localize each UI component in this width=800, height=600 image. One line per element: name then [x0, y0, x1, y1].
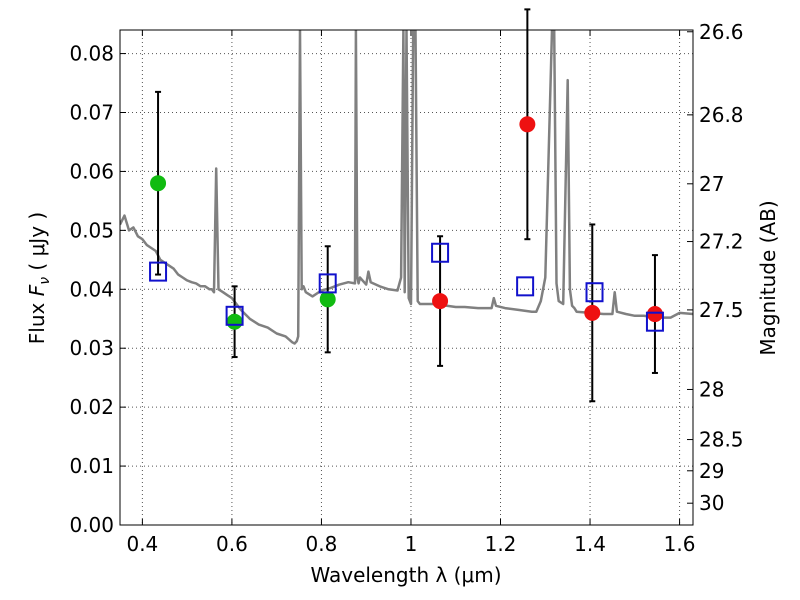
model-photometry-square: [431, 242, 450, 263]
y-tick-label: 0.07: [69, 101, 114, 125]
grid-layer: [120, 30, 693, 526]
red-data-point: [432, 293, 449, 310]
model-photometry-square: [516, 276, 535, 297]
model-photometry-square: [149, 261, 168, 282]
y2-tick-label: 26.8: [699, 103, 744, 127]
y2-axis-label: Magnitude (AB): [756, 200, 780, 355]
model-photometry-square: [585, 282, 604, 303]
spectrum-line: [120, 30, 693, 345]
x-tick-label: 1: [405, 532, 418, 556]
x-axis: 0.4 0.6 0.8 1 1.2 1.4 1.6: [126, 30, 695, 556]
green-data-point: [226, 313, 243, 330]
y2-tick-label: 27.2: [699, 230, 744, 254]
y-tick-label: 0.05: [69, 218, 114, 242]
y-axis-label-symbol: F: [25, 284, 49, 296]
y-axis-label-subscript: ν: [37, 277, 53, 285]
x-tick-label: 0.8: [306, 532, 338, 556]
y-tick-label: 0.02: [69, 395, 114, 419]
y-tick-label: 0.01: [69, 454, 114, 478]
x-tick-label: 0.6: [216, 532, 248, 556]
x-axis-label: Wavelength λ (μm): [310, 563, 501, 587]
red-data-point: [584, 304, 601, 321]
plot-frame: [119, 29, 694, 526]
y-tick-label: 0.03: [69, 336, 114, 360]
y-axis-right: 26.6 26.8 27 27.2 27.5 28 28.5 29 30: [687, 20, 744, 515]
y2-tick-label: 29: [699, 459, 724, 483]
y-axis-label: Flux Fν ( μJy ): [25, 212, 53, 344]
y2-tick-label: 26.6: [699, 20, 744, 44]
x-tick-label: 0.4: [126, 532, 158, 556]
x-tick-label: 1.6: [664, 532, 696, 556]
y-tick-label: 0.00: [69, 513, 114, 537]
model-photometry-square: [318, 273, 337, 294]
y-axis-label-prefix: Flux: [25, 296, 49, 344]
y-axis-label-suffix: ( μJy ): [25, 212, 49, 277]
y-axis-left: 0.00 0.01 0.02 0.03 0.04 0.05 0.06 0.07 0.08: [69, 42, 126, 537]
red-data-point: [646, 306, 663, 323]
green-data-point: [319, 291, 336, 308]
marker-layer: [149, 116, 664, 332]
y2-tick-label: 28.5: [699, 428, 744, 452]
y-tick-label: 0.06: [69, 159, 114, 183]
y-tick-label: 0.04: [69, 277, 114, 301]
y2-tick-label: 28: [699, 377, 724, 401]
y-tick-label: 0.08: [69, 42, 114, 66]
x-tick-label: 1.2: [485, 532, 517, 556]
model-photometry-square: [645, 311, 664, 332]
x-tick-label: 1.4: [574, 532, 606, 556]
y2-tick-label: 27: [699, 172, 724, 196]
y2-tick-label: 30: [699, 491, 724, 515]
model-photometry-square: [225, 305, 244, 326]
y2-tick-label: 27.5: [699, 298, 744, 322]
green-data-point: [150, 175, 167, 192]
red-data-point: [519, 116, 536, 133]
